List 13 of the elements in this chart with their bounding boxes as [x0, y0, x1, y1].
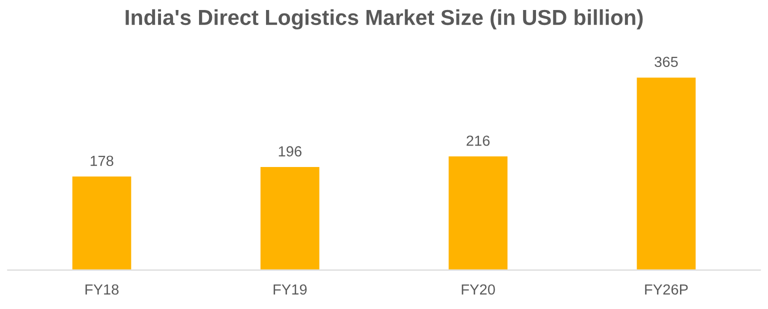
bar	[635, 76, 698, 270]
data-label: 196	[278, 146, 302, 156]
bar	[70, 175, 133, 270]
data-label: 178	[90, 156, 114, 166]
x-tick-label: FY20	[462, 284, 495, 295]
x-tick-label: FY18	[86, 284, 119, 295]
data-label: 365	[654, 56, 678, 68]
bar	[259, 166, 321, 270]
bar	[447, 155, 509, 270]
chart-title: India's Direct Logistics Market Size (in USD billion)	[126, 9, 643, 30]
x-tick-label: FY19	[274, 284, 307, 295]
x-tick-label: FY26P	[645, 284, 688, 295]
data-label: 216	[466, 136, 490, 146]
